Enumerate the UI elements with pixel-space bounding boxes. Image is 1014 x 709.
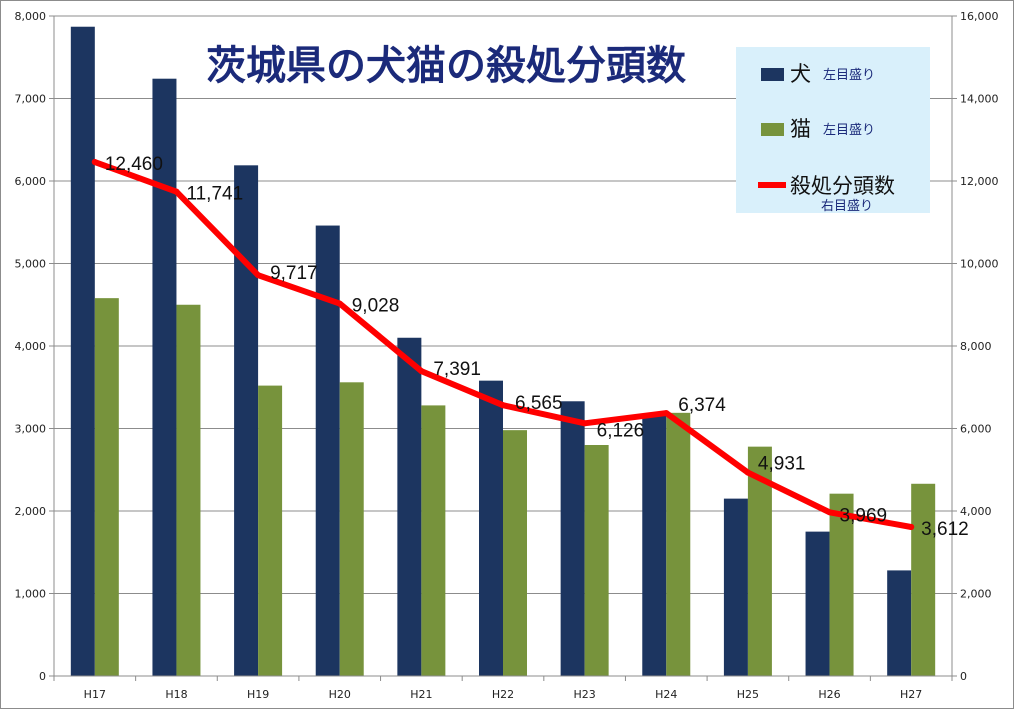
- total-data-label: 9,028: [352, 296, 400, 317]
- data-labels: 12,460 11,741 9,717 9,028 7,391 6,565 6,126 6,3…: [105, 154, 969, 540]
- legend-cat-axis-note: 左目盛り: [823, 123, 875, 138]
- bar-cat: [258, 385, 283, 676]
- total-data-label: 12,460: [105, 154, 163, 175]
- x-tick-label: H22: [492, 688, 514, 701]
- y-left-tick-label: 1,000: [15, 588, 47, 601]
- y-right-tick-label: 14,000: [960, 93, 999, 106]
- chart-title: 茨城県の犬猫の殺処分頭数: [206, 43, 686, 89]
- bar-dog: [479, 380, 503, 676]
- legend-dog-label: 犬: [790, 62, 811, 86]
- bar-cat: [584, 445, 609, 676]
- bar-dog: [560, 401, 585, 676]
- total-point: [744, 469, 751, 476]
- total-data-label: 6,565: [515, 393, 563, 414]
- bar-dog: [234, 165, 259, 676]
- bar-cat: [503, 430, 527, 676]
- legend: 犬 左目盛り 猫 左目盛り 殺処分頭数 右目盛り: [736, 47, 930, 214]
- x-tick-label: H20: [329, 688, 351, 701]
- y-right-tick-label: 10,000: [960, 258, 999, 271]
- y-left-tick-label: 7,000: [15, 93, 47, 106]
- bar-dog: [315, 225, 340, 677]
- legend-cat-swatch: [761, 123, 784, 136]
- bar-cat: [339, 382, 364, 676]
- total-data-label: 7,391: [433, 359, 481, 380]
- x-tick-label: H24: [655, 688, 677, 701]
- total-point: [255, 272, 262, 279]
- legend-dog-swatch: [761, 68, 784, 81]
- x-tick-label: H23: [573, 688, 595, 701]
- bar-dog: [152, 78, 177, 676]
- legend-dog-axis-note: 左目盛り: [823, 68, 875, 83]
- bar-cat: [176, 304, 201, 676]
- y-left-tick-label: 5,000: [15, 258, 47, 271]
- bar-dog: [642, 413, 667, 676]
- bar-cat: [666, 412, 691, 676]
- total-point: [173, 188, 180, 195]
- total-data-label: 6,126: [597, 420, 645, 441]
- total-line: [91, 159, 915, 531]
- bar-dog: [70, 26, 95, 677]
- x-tick-label: H19: [247, 688, 269, 701]
- y-right-tick-label: 2,000: [960, 588, 992, 601]
- bar-dog: [805, 531, 830, 676]
- y-right-tick-label: 4,000: [960, 505, 992, 518]
- total-point: [91, 159, 98, 166]
- bar-dog: [887, 570, 912, 676]
- total-point: [336, 300, 343, 307]
- bar-cat: [94, 298, 119, 676]
- total-data-label: 11,741: [186, 184, 243, 205]
- y-right-tick-label: 16,000: [960, 10, 999, 23]
- bar-dog: [723, 498, 748, 676]
- total-point: [418, 368, 425, 375]
- y-left-tick-label: 0: [39, 670, 46, 683]
- y-right-tick-label: 8,000: [960, 340, 992, 353]
- bars: [70, 26, 936, 677]
- bar-dog: [397, 337, 422, 676]
- total-point: [826, 509, 833, 516]
- axes: 0 0 1,000 2,000 2,000 4,000 3,000 6,000 4,000 8,0…: [15, 10, 999, 701]
- y-left-tick-label: 2,000: [15, 505, 47, 518]
- x-tick-label: H18: [165, 688, 187, 701]
- y-right-tick-label: 0: [960, 670, 967, 683]
- y-right-tick-label: 12,000: [960, 175, 999, 188]
- x-tick-label: H21: [410, 688, 432, 701]
- total-data-label: 4,931: [758, 454, 806, 475]
- x-tick-label: H26: [818, 688, 840, 701]
- total-point: [581, 420, 588, 427]
- total-data-label: 3,969: [840, 505, 888, 526]
- bar-cat: [829, 493, 854, 676]
- total-data-label: 3,612: [921, 519, 969, 540]
- x-tick-label: H27: [900, 688, 922, 701]
- y-left-tick-label: 8,000: [15, 10, 47, 23]
- total-point: [500, 402, 506, 409]
- legend-total-axis-note: 右目盛り: [821, 199, 873, 214]
- x-tick-label: H17: [84, 688, 106, 701]
- x-tick-label: H25: [737, 688, 759, 701]
- bar-cat: [421, 405, 446, 676]
- total-point: [663, 410, 670, 417]
- y-left-tick-label: 6,000: [15, 175, 47, 188]
- y-left-tick-label: 4,000: [15, 340, 47, 353]
- legend-cat-label: 猫: [790, 117, 811, 141]
- total-data-label: 9,717: [270, 263, 318, 284]
- total-point: [908, 524, 915, 531]
- legend-total-label: 殺処分頭数: [790, 174, 895, 198]
- bar-cat: [911, 483, 936, 676]
- y-left-tick-label: 3,000: [15, 423, 47, 436]
- y-right-tick-label: 6,000: [960, 423, 992, 436]
- total-data-label: 6,374: [678, 395, 726, 416]
